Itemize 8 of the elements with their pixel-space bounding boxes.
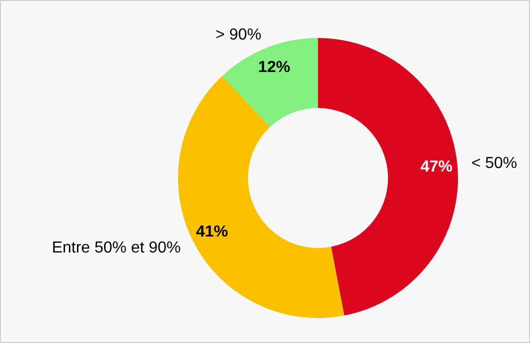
data-label: 12% — [258, 58, 290, 76]
donut-slice — [318, 38, 458, 316]
slice-label: < 50% — [471, 155, 518, 172]
slice-label: > 90% — [215, 26, 262, 44]
data-label: 41% — [196, 224, 228, 241]
slice-label: Entre 50% et 90% — [52, 239, 181, 256]
data-label: 47% — [420, 158, 452, 176]
donut-slice — [222, 38, 318, 127]
